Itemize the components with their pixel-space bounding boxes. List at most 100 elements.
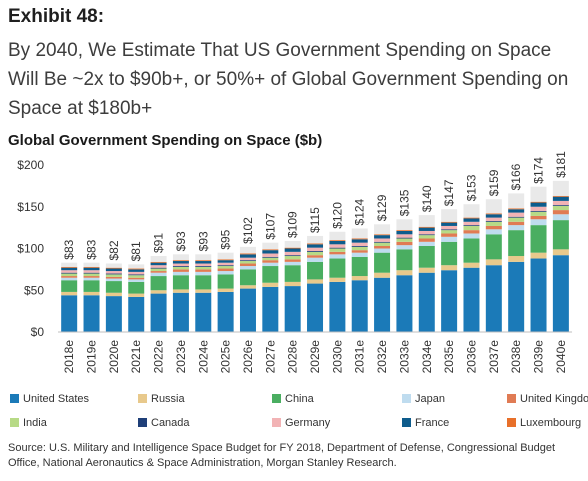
bar-segment xyxy=(83,266,100,268)
bar-segment xyxy=(441,209,458,222)
bar-segment xyxy=(195,261,212,264)
bar-stack xyxy=(284,240,301,332)
bar-segment xyxy=(239,246,256,254)
bar-segment xyxy=(105,276,122,279)
x-tick-label: 2029e xyxy=(308,340,322,374)
bar-segment xyxy=(508,217,525,222)
bar-stack xyxy=(463,204,480,332)
bar-segment xyxy=(374,238,391,242)
bar-segment xyxy=(329,240,346,245)
bar-stack xyxy=(61,262,78,332)
bar-segment xyxy=(150,261,167,263)
bar-segment xyxy=(329,251,346,255)
bar-segment xyxy=(239,285,256,289)
bar-segment xyxy=(217,266,234,269)
bar-segment xyxy=(172,260,189,262)
bar-segment xyxy=(329,254,346,259)
bar-segment xyxy=(128,279,145,282)
bar-segment xyxy=(351,252,368,257)
bar-segment xyxy=(396,234,413,238)
bar-segment xyxy=(351,280,368,332)
bar-segment xyxy=(463,218,480,222)
bar-segment xyxy=(552,220,569,250)
bar-segment xyxy=(83,273,100,277)
bar-segment xyxy=(83,272,100,274)
x-tick-label: 2022e xyxy=(152,340,166,374)
bar-segment xyxy=(351,256,368,277)
bar-segment xyxy=(307,279,324,284)
bar-stack xyxy=(418,215,435,332)
total-label: $181 xyxy=(554,151,568,178)
bar-segment xyxy=(83,280,100,292)
legend-swatch xyxy=(272,418,281,427)
legend-item: India xyxy=(10,417,47,429)
bar-stack xyxy=(374,224,391,332)
bar-segment xyxy=(307,251,324,256)
bar-segment xyxy=(239,266,256,270)
stacked-bar-chart: $0$50$100$150$200 $83 $83 $82 $81 $91 $93 $93 $… xyxy=(17,151,573,374)
x-tick-label: 2031e xyxy=(353,340,367,374)
legend-label: Canada xyxy=(151,417,190,429)
legend-label: France xyxy=(415,417,450,429)
bar-segment xyxy=(83,270,100,273)
bar-segment xyxy=(418,272,435,332)
bar-segment xyxy=(508,209,525,213)
bar-stack xyxy=(441,209,458,332)
legend-item: Canada xyxy=(138,417,190,429)
bar-segment xyxy=(530,206,547,211)
bar-segment xyxy=(61,277,78,281)
legend-swatch xyxy=(10,418,19,427)
bar-segment xyxy=(217,291,234,332)
bar-segment xyxy=(552,200,569,206)
legend-swatch xyxy=(507,418,516,427)
bar-segment xyxy=(172,266,189,270)
bar-segment xyxy=(217,271,234,275)
bar-stack xyxy=(217,252,234,332)
total-label: $135 xyxy=(397,189,411,216)
bar-segment xyxy=(552,210,569,215)
legend-item: France xyxy=(402,417,449,429)
bar-segment xyxy=(307,251,324,252)
bar-segment xyxy=(105,292,122,297)
x-tick-label: 2036e xyxy=(464,340,478,374)
bar-segment xyxy=(239,254,256,258)
legend-label: Russia xyxy=(151,393,185,405)
bar-segment xyxy=(61,270,78,273)
bar-segment xyxy=(396,241,413,246)
bar-stack xyxy=(508,193,525,332)
bar-segment xyxy=(195,263,212,267)
bar-segment xyxy=(172,266,189,267)
bar-segment xyxy=(195,254,212,261)
bar-segment xyxy=(239,260,256,262)
source-note: Source: U.S. Military and Intelligence S… xyxy=(8,442,556,469)
total-label: $124 xyxy=(353,198,367,225)
bar-segment xyxy=(61,280,78,292)
bar-segment xyxy=(463,238,480,263)
bar-stack xyxy=(239,246,256,332)
bar-segment xyxy=(329,231,346,241)
bar-segment xyxy=(441,265,458,271)
bar-segment xyxy=(463,204,480,218)
bar-segment xyxy=(374,241,391,243)
bar-segment xyxy=(128,271,145,275)
bar-segment xyxy=(396,270,413,276)
bar-segment xyxy=(284,251,301,256)
bar-segment xyxy=(418,234,435,236)
bar-segment xyxy=(530,210,547,212)
bar-stack xyxy=(195,254,212,332)
bar-segment xyxy=(374,234,391,236)
bar-segment xyxy=(418,245,435,268)
bar-segment xyxy=(463,225,480,231)
bar-segment xyxy=(441,221,458,223)
bar-segment xyxy=(128,281,145,294)
bar-segment xyxy=(61,273,78,277)
bar-segment xyxy=(508,230,525,257)
bar-segment xyxy=(441,230,458,234)
x-tick-label: 2019e xyxy=(85,340,99,374)
bar-segment xyxy=(195,289,212,293)
y-axis: $0 $50 $100 $150 $200 xyxy=(17,158,44,339)
bar-segment xyxy=(239,269,256,286)
chart-title: Global Government Spending on Space ($b) xyxy=(8,132,323,149)
x-tick-label: 2032e xyxy=(375,340,389,374)
total-label: $82 xyxy=(107,240,121,260)
